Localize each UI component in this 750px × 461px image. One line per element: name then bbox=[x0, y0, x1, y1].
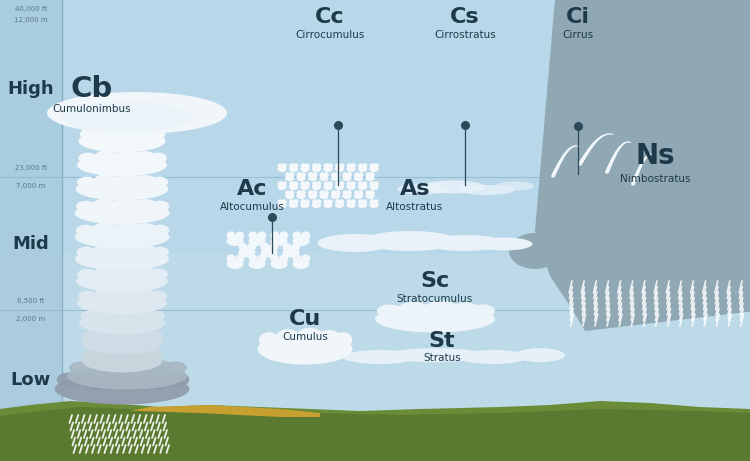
Ellipse shape bbox=[112, 125, 140, 143]
Text: 23,000 ft: 23,000 ft bbox=[15, 165, 47, 171]
Ellipse shape bbox=[108, 368, 150, 391]
Ellipse shape bbox=[75, 248, 169, 271]
Ellipse shape bbox=[113, 307, 140, 325]
Ellipse shape bbox=[296, 175, 305, 181]
Ellipse shape bbox=[684, 233, 736, 269]
Ellipse shape bbox=[323, 199, 328, 204]
Ellipse shape bbox=[82, 349, 162, 372]
Ellipse shape bbox=[150, 247, 169, 258]
Text: Cc: Cc bbox=[315, 7, 345, 27]
Ellipse shape bbox=[76, 177, 169, 201]
Ellipse shape bbox=[385, 348, 485, 362]
Ellipse shape bbox=[79, 291, 98, 301]
Ellipse shape bbox=[335, 202, 344, 208]
Ellipse shape bbox=[362, 231, 458, 251]
Ellipse shape bbox=[323, 184, 332, 190]
Ellipse shape bbox=[449, 302, 481, 319]
Ellipse shape bbox=[365, 193, 374, 199]
Text: 40,000 ft: 40,000 ft bbox=[15, 6, 47, 12]
Text: Cumulus: Cumulus bbox=[282, 332, 328, 342]
Ellipse shape bbox=[112, 288, 140, 305]
Ellipse shape bbox=[89, 359, 122, 377]
Ellipse shape bbox=[112, 221, 142, 239]
Ellipse shape bbox=[248, 243, 256, 251]
Ellipse shape bbox=[257, 231, 266, 240]
Ellipse shape bbox=[301, 184, 310, 190]
Ellipse shape bbox=[346, 166, 355, 172]
Ellipse shape bbox=[248, 259, 266, 269]
Text: 2,000 m: 2,000 m bbox=[16, 316, 46, 322]
Ellipse shape bbox=[331, 172, 336, 177]
Ellipse shape bbox=[278, 184, 286, 190]
Ellipse shape bbox=[76, 270, 168, 292]
Ellipse shape bbox=[146, 349, 162, 360]
Ellipse shape bbox=[133, 223, 158, 237]
Polygon shape bbox=[130, 405, 320, 417]
Ellipse shape bbox=[343, 175, 352, 181]
Ellipse shape bbox=[77, 154, 167, 177]
Ellipse shape bbox=[362, 181, 368, 186]
Ellipse shape bbox=[346, 190, 352, 195]
Ellipse shape bbox=[312, 163, 317, 168]
Ellipse shape bbox=[301, 190, 306, 195]
Text: Cu: Cu bbox=[289, 309, 321, 329]
Ellipse shape bbox=[285, 172, 290, 177]
Ellipse shape bbox=[293, 163, 298, 168]
Ellipse shape bbox=[323, 166, 332, 172]
Ellipse shape bbox=[236, 254, 244, 263]
Ellipse shape bbox=[79, 312, 165, 334]
Ellipse shape bbox=[354, 190, 359, 195]
Ellipse shape bbox=[150, 177, 169, 188]
Ellipse shape bbox=[308, 193, 317, 199]
Ellipse shape bbox=[112, 197, 142, 215]
Ellipse shape bbox=[289, 202, 298, 208]
Ellipse shape bbox=[296, 190, 302, 195]
Ellipse shape bbox=[94, 126, 118, 142]
Ellipse shape bbox=[301, 181, 306, 186]
Ellipse shape bbox=[279, 231, 288, 240]
Ellipse shape bbox=[236, 231, 244, 240]
Ellipse shape bbox=[283, 248, 299, 258]
Text: Cumulonimbus: Cumulonimbus bbox=[53, 104, 131, 114]
Ellipse shape bbox=[312, 190, 317, 195]
Ellipse shape bbox=[584, 233, 636, 269]
Ellipse shape bbox=[271, 259, 287, 269]
Ellipse shape bbox=[289, 184, 298, 190]
Ellipse shape bbox=[79, 130, 166, 153]
Ellipse shape bbox=[323, 163, 328, 168]
Ellipse shape bbox=[271, 236, 287, 246]
Ellipse shape bbox=[259, 332, 279, 347]
Ellipse shape bbox=[328, 199, 333, 204]
Ellipse shape bbox=[350, 163, 355, 168]
Ellipse shape bbox=[296, 172, 302, 177]
Ellipse shape bbox=[138, 370, 174, 390]
Ellipse shape bbox=[358, 166, 367, 172]
Ellipse shape bbox=[271, 254, 280, 263]
Ellipse shape bbox=[77, 177, 97, 188]
Ellipse shape bbox=[278, 202, 286, 208]
Ellipse shape bbox=[335, 199, 340, 204]
Ellipse shape bbox=[131, 347, 153, 361]
Ellipse shape bbox=[346, 202, 355, 208]
Ellipse shape bbox=[96, 328, 118, 344]
Ellipse shape bbox=[534, 233, 586, 269]
Ellipse shape bbox=[149, 290, 167, 301]
Ellipse shape bbox=[346, 199, 352, 204]
Ellipse shape bbox=[709, 233, 750, 269]
Ellipse shape bbox=[335, 172, 340, 177]
Ellipse shape bbox=[141, 360, 173, 376]
Ellipse shape bbox=[354, 193, 363, 199]
Ellipse shape bbox=[331, 193, 340, 199]
Ellipse shape bbox=[289, 163, 294, 168]
Ellipse shape bbox=[304, 181, 310, 186]
Ellipse shape bbox=[97, 347, 118, 362]
Ellipse shape bbox=[335, 163, 340, 168]
Ellipse shape bbox=[370, 172, 375, 177]
Ellipse shape bbox=[320, 172, 325, 177]
Ellipse shape bbox=[301, 172, 306, 177]
Ellipse shape bbox=[133, 289, 157, 303]
Ellipse shape bbox=[374, 181, 379, 186]
Ellipse shape bbox=[302, 254, 310, 263]
Ellipse shape bbox=[94, 289, 118, 304]
